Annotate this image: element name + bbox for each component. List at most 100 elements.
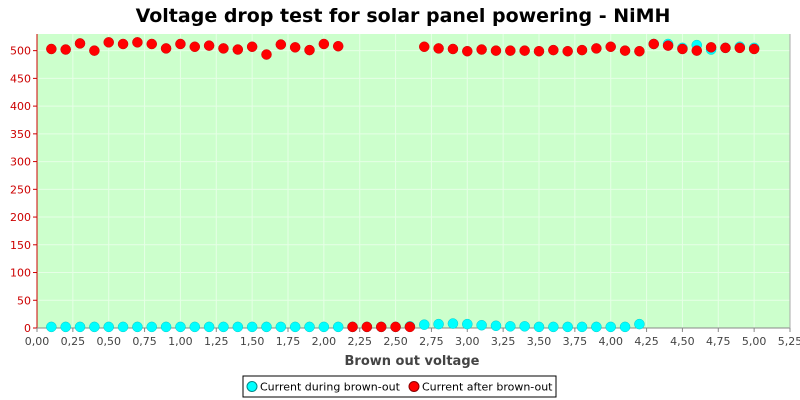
x-tick-label: 5,25 <box>778 335 800 348</box>
point-series-1 <box>404 321 416 333</box>
point-series-1 <box>748 43 760 55</box>
point-series-1 <box>347 321 358 333</box>
x-tick-label: 2,75 <box>419 335 444 348</box>
x-tick-label: 0,50 <box>96 335 121 348</box>
legend-box <box>242 375 557 398</box>
point-series-0 <box>591 321 602 333</box>
legend-marker-0 <box>246 381 258 392</box>
point-series-0 <box>232 321 244 333</box>
point-series-0 <box>533 321 545 333</box>
x-tick-label: 4,75 <box>706 335 731 348</box>
x-tick-label: 2,50 <box>383 335 408 348</box>
x-tick-label: 2,25 <box>347 335 372 348</box>
point-series-1 <box>476 44 487 55</box>
point-series-1 <box>103 37 114 48</box>
point-series-1 <box>74 38 86 49</box>
point-series-0 <box>619 321 631 333</box>
point-series-0 <box>318 321 330 333</box>
point-series-1 <box>734 42 746 54</box>
y-axis-ticks: 0 50 100 150 200 250 300 350 400 450 500 <box>10 45 37 335</box>
point-series-0 <box>490 320 502 332</box>
point-series-1 <box>648 38 659 50</box>
point-series-0 <box>275 321 287 333</box>
x-tick-label: 4,00 <box>598 335 623 348</box>
point-series-1 <box>505 45 516 56</box>
point-series-0 <box>218 321 229 333</box>
point-series-1 <box>218 43 229 54</box>
y-tick-label: 500 <box>10 45 31 58</box>
point-series-1 <box>691 45 703 56</box>
legend-marker-1 <box>408 381 420 392</box>
x-tick-label: 2,00 <box>312 335 337 348</box>
point-series-0 <box>576 321 588 333</box>
point-series-1 <box>634 45 645 57</box>
point-series-1 <box>132 37 143 48</box>
point-series-0 <box>505 321 516 332</box>
point-series-1 <box>361 321 373 333</box>
point-series-0 <box>246 321 258 333</box>
point-series-1 <box>318 38 330 50</box>
point-series-1 <box>720 42 731 54</box>
point-series-0 <box>132 321 143 333</box>
point-series-1 <box>576 44 588 56</box>
point-series-0 <box>89 321 100 333</box>
point-series-1 <box>189 41 201 53</box>
x-tick-label: 0,00 <box>25 335 50 348</box>
point-series-1 <box>519 45 530 56</box>
legend-label-0: Current during brown-out <box>260 381 401 394</box>
point-series-0 <box>289 321 301 333</box>
x-tick-label: 3,00 <box>455 335 480 348</box>
point-series-1 <box>146 38 157 50</box>
y-tick-label: 150 <box>10 239 31 252</box>
x-tick-label: 1,75 <box>276 335 301 348</box>
point-series-0 <box>160 321 172 333</box>
legend: Current during brown-out Current after br… <box>242 375 557 398</box>
x-tick-label: 1,25 <box>204 335 229 348</box>
x-tick-label: 0,75 <box>132 335 157 348</box>
point-series-0 <box>634 318 645 330</box>
point-series-1 <box>419 41 430 53</box>
y-tick-label: 50 <box>17 294 31 307</box>
x-tick-label: 1,50 <box>240 335 265 348</box>
point-series-0 <box>117 321 129 333</box>
point-series-1 <box>375 321 387 333</box>
y-tick-label: 200 <box>10 211 31 224</box>
point-series-1 <box>304 44 315 56</box>
point-series-0 <box>175 321 186 333</box>
point-series-1 <box>232 44 244 55</box>
point-series-1 <box>117 38 129 50</box>
point-series-0 <box>462 318 473 330</box>
point-series-0 <box>146 321 157 333</box>
y-tick-label: 350 <box>10 128 31 141</box>
point-series-1 <box>261 49 272 60</box>
x-tick-label: 3,75 <box>563 335 588 348</box>
point-series-1 <box>447 43 459 55</box>
y-tick-label: 250 <box>10 183 31 196</box>
point-series-1 <box>533 45 545 57</box>
point-series-1 <box>433 43 444 54</box>
point-series-0 <box>103 321 114 333</box>
y-tick-label: 100 <box>10 267 31 280</box>
point-series-0 <box>562 321 573 333</box>
point-series-0 <box>189 321 201 333</box>
x-tick-label: 3,50 <box>527 335 552 348</box>
point-series-0 <box>433 318 444 330</box>
point-series-0 <box>447 318 459 329</box>
y-tick-label: 450 <box>10 72 31 85</box>
point-series-0 <box>203 321 215 333</box>
point-series-1 <box>591 43 602 54</box>
point-series-1 <box>705 42 717 53</box>
point-series-1 <box>175 38 186 50</box>
grid <box>36 34 791 329</box>
point-series-0 <box>74 321 86 333</box>
point-series-0 <box>476 319 487 331</box>
point-series-1 <box>605 41 616 53</box>
x-axis-label: Brown out voltage <box>345 354 480 369</box>
point-series-0 <box>60 321 71 333</box>
x-tick-label: 0,25 <box>61 335 86 348</box>
point-series-0 <box>548 321 559 333</box>
point-series-1 <box>462 45 473 57</box>
point-series-1 <box>562 45 573 57</box>
point-series-1 <box>246 41 258 53</box>
